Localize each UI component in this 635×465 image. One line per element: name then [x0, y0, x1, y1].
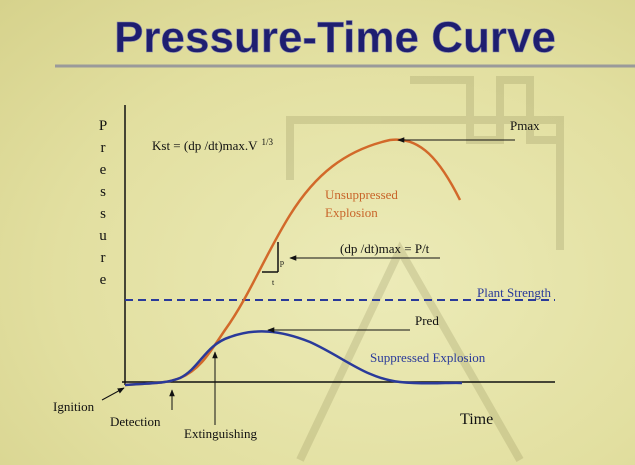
formula-superscript: 1/3: [262, 137, 274, 147]
label: Pred: [415, 313, 439, 328]
label: t: [272, 278, 275, 287]
formula: Kst = (dp /dt)max.V 1/3: [152, 137, 274, 153]
label: Suppressed Explosion: [370, 350, 486, 365]
suppressed-curve: [124, 330, 463, 387]
arrow: [101, 387, 125, 401]
label: Ignition: [53, 399, 95, 414]
label: p: [280, 258, 284, 267]
formula-text: Kst = (dp /dt)max.V: [152, 138, 258, 153]
label: Explosion: [325, 205, 378, 220]
label: Pmax: [510, 118, 540, 133]
label: Detection: [110, 414, 161, 429]
title: Pressure-Time Curve: [114, 13, 556, 62]
background-art: [286, 76, 564, 462]
x-axis-label: Time: [460, 411, 493, 428]
y-axis-label: Pressure: [95, 118, 111, 294]
label: Plant Strength: [477, 285, 552, 300]
label: Extinguishing: [184, 426, 257, 441]
label: Unsuppressed: [325, 187, 398, 202]
label: (dp /dt)max = P/t: [340, 241, 430, 256]
